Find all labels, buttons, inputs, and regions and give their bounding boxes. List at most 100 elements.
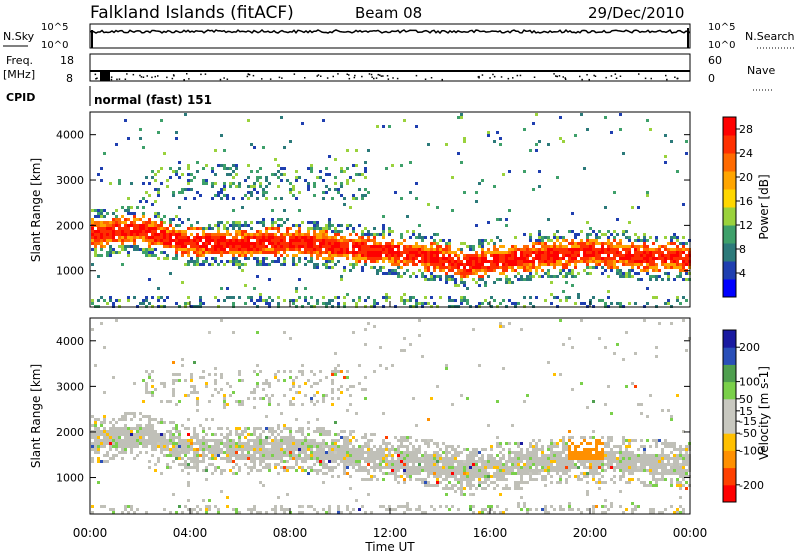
echo-cell [493,463,496,466]
freq-left-unit: [MHz] [3,68,35,81]
echo-cell [277,454,280,457]
echo-cell [154,388,157,391]
echo-cell [577,296,580,299]
echo-cell [196,397,199,400]
echo-cell [346,370,349,373]
echo-cell [190,260,193,263]
echo-cell [100,167,103,170]
echo-cell [208,463,211,466]
echo-cell [586,272,589,275]
echo-cell [238,511,241,514]
echo-cell [94,445,97,448]
echo-cell [94,424,97,427]
echo-cell [382,227,385,230]
echo-cell [313,236,316,239]
echo-cell [379,364,382,367]
echo-cell [229,469,232,472]
echo-cell [436,245,439,248]
echo-cell [445,281,448,284]
echo-cell [436,463,439,466]
echo-cell [307,379,310,382]
echo-cell [676,275,679,278]
echo-cell [238,442,241,445]
echo-cell [514,466,517,469]
echo-cell [514,269,517,272]
echo-cell [337,439,340,442]
echo-cell [289,376,292,379]
echo-cell [325,257,328,260]
echo-cell [682,269,685,272]
echo-cell [577,248,580,251]
echo-cell [298,239,301,242]
echo-cell [337,251,340,254]
echo-cell [370,248,373,251]
echo-cell [433,466,436,469]
echo-cell [670,254,673,257]
echo-cell [184,454,187,457]
echo-cell [328,466,331,469]
echo-cell [124,233,127,236]
echo-cell [256,275,259,278]
echo-cell [124,236,127,239]
echo-cell [364,260,367,263]
echo-cell [97,212,100,215]
echo-cell [262,299,265,302]
echo-cell [169,421,172,424]
echo-cell [574,242,577,245]
echo-cell [568,436,571,439]
echo-cell [430,296,433,299]
echo-cell [406,460,409,463]
echo-cell [571,239,574,242]
echo-cell [238,469,241,472]
echo-cell [316,251,319,254]
echo-cell [208,224,211,227]
echo-cell [631,242,634,245]
echo-cell [652,263,655,266]
echo-cell [313,230,316,233]
echo-cell [139,424,142,427]
echo-cell [529,263,532,266]
echo-cell [259,445,262,448]
echo-cell [223,236,226,239]
echo-cell [493,263,496,266]
echo-cell [304,436,307,439]
echo-cell [265,227,268,230]
echo-cell [346,293,349,296]
echo-cell [418,260,421,263]
echo-cell [463,487,466,490]
echo-cell [169,224,172,227]
echo-cell [565,239,568,242]
echo-cell [100,430,103,433]
echo-cell [520,478,523,481]
echo-cell [448,248,451,251]
echo-cell [175,170,178,173]
echo-cell [229,451,232,454]
echo-cell [256,179,259,182]
echo-cell [676,254,679,257]
echo-cell [220,134,223,137]
echo-cell [337,463,340,466]
echo-cell [220,439,223,442]
echo-cell [376,454,379,457]
echo-cell [586,257,589,260]
echo-cell [535,242,538,245]
echo-cell [427,466,430,469]
echo-cell [565,254,568,257]
echo-cell [229,173,232,176]
echo-cell [679,272,682,275]
echo-cell [148,418,151,421]
echo-cell [145,430,148,433]
echo-cell [112,227,115,230]
echo-cell [358,448,361,451]
echo-cell [109,445,112,448]
echo-cell [646,272,649,275]
echo-cell [346,248,349,251]
echo-cell [190,257,193,260]
echo-cell [322,197,325,200]
echo-cell [313,248,316,251]
echo-cell [547,472,550,475]
noise-right-tick-bottom: 10^0 [708,40,735,51]
echo-cell [511,254,514,257]
echo-cell [130,221,133,224]
